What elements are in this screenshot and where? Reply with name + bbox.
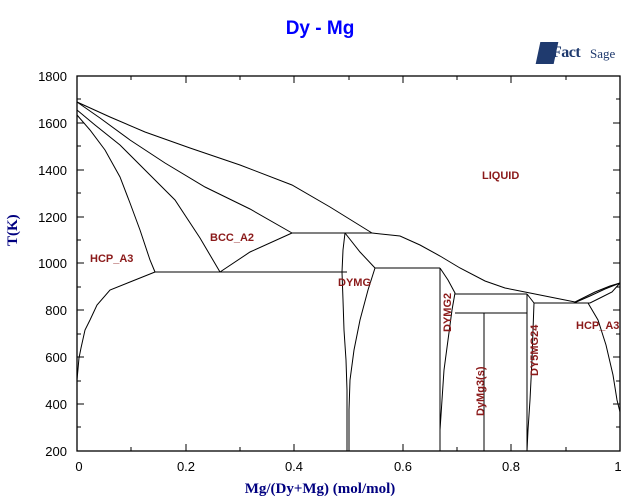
logo-text-fact: Fact — [552, 44, 581, 61]
svg-text:1: 1 — [614, 459, 621, 474]
x-tick-labels: 0 0.2 0.4 0.6 0.8 1 — [75, 459, 621, 474]
svg-text:1200: 1200 — [38, 210, 67, 225]
svg-text:0.4: 0.4 — [285, 459, 303, 474]
label-dymg3: DyMg3(s) — [475, 366, 487, 416]
svg-text:1800: 1800 — [38, 69, 67, 84]
svg-text:1600: 1600 — [38, 116, 67, 131]
chart-title: Dy - Mg — [285, 18, 355, 39]
y-tick-labels: 200 400 600 800 1000 1200 1400 1600 1800 — [38, 69, 67, 459]
label-hcp-a3-mg: HCP_A3 — [576, 320, 619, 332]
svg-text:0.8: 0.8 — [502, 459, 520, 474]
label-hcp-a3-dy: HCP_A3 — [90, 253, 133, 265]
svg-text:0.2: 0.2 — [177, 459, 195, 474]
svg-text:1000: 1000 — [38, 256, 67, 271]
logo-text-sage: Sage — [590, 46, 616, 61]
svg-text:400: 400 — [45, 397, 67, 412]
y-axis-label: T(K) — [5, 214, 21, 246]
x-axis-label: Mg/(Dy+Mg) (mol/mol) — [244, 481, 396, 497]
x-axis — [76, 76, 621, 451]
svg-text:800: 800 — [45, 303, 67, 318]
label-dy5mg24: DY5MG24 — [529, 324, 541, 376]
label-bcc-a2: BCC_A2 — [210, 232, 254, 244]
svg-text:0.6: 0.6 — [394, 459, 412, 474]
phase-boundaries — [76, 101, 621, 452]
label-dymg: DYMG — [338, 277, 371, 289]
svg-text:200: 200 — [45, 444, 67, 459]
label-dymg2: DYMG2 — [442, 293, 454, 332]
svg-text:1400: 1400 — [38, 163, 67, 178]
label-liquid: LIQUID — [482, 170, 519, 182]
phase-labels: LIQUID HCP_A3 BCC_A2 DYMG DYMG2 DyMg3(s)… — [90, 170, 619, 416]
svg-text:0: 0 — [75, 459, 82, 474]
plot-frame — [76, 75, 621, 452]
y-axis — [77, 75, 620, 452]
factsage-logo: Fact Sage — [535, 40, 620, 70]
svg-text:600: 600 — [45, 350, 67, 365]
